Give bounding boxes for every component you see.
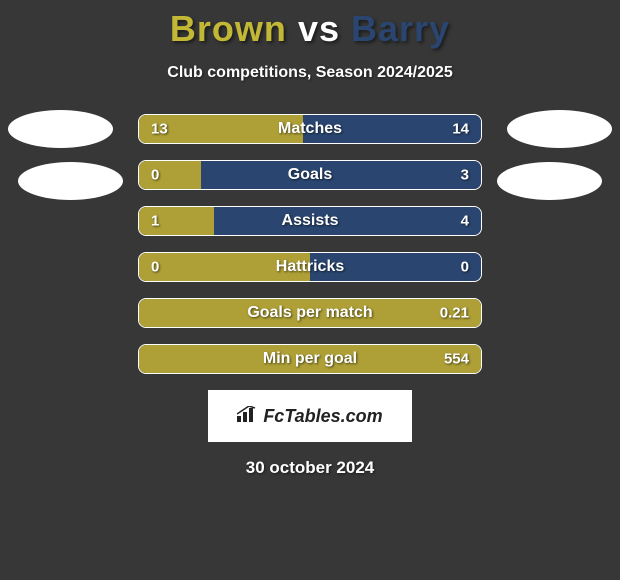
logo-text: FcTables.com (263, 406, 382, 427)
stat-label: Goals per match (247, 304, 372, 322)
stat-label: Goals (288, 166, 332, 184)
stat-value-right: 0 (461, 259, 469, 276)
stat-bar: Goals per match 0.21 (138, 298, 482, 328)
bar-fill-right (214, 207, 481, 235)
bar-fill-left (139, 161, 201, 189)
player-left-name: Brown (170, 8, 287, 49)
stat-bar: Matches 13 14 (138, 114, 482, 144)
comparison-title: Brown vs Barry (0, 0, 620, 50)
stat-value-left: 0 (151, 259, 159, 276)
stat-bar: Hattricks 0 0 (138, 252, 482, 282)
stat-bar: Assists 1 4 (138, 206, 482, 236)
player-right-name: Barry (351, 8, 450, 49)
stat-value-right: 554 (444, 351, 469, 368)
stat-bar: Min per goal 554 (138, 344, 482, 374)
stat-label: Assists (282, 212, 339, 230)
stats-container: Matches1314Goals03Assists14Hattricks00Go… (0, 114, 620, 374)
bars-list: Matches1314Goals03Assists14Hattricks00Go… (138, 114, 482, 374)
subtitle-text: Club competitions, Season 2024/2025 (0, 64, 620, 82)
team-badge-right-top (507, 110, 612, 148)
stat-value-left: 0 (151, 167, 159, 184)
chart-icon (237, 406, 257, 427)
stat-label: Matches (278, 120, 342, 138)
team-badge-right-bottom (497, 162, 602, 200)
vs-text: vs (298, 8, 340, 49)
stat-value-left: 13 (151, 121, 168, 138)
stat-value-right: 4 (461, 213, 469, 230)
date-label: 30 october 2024 (0, 458, 620, 478)
stat-value-right: 0.21 (440, 305, 469, 322)
bar-fill-right (201, 161, 481, 189)
stat-value-right: 14 (452, 121, 469, 138)
stat-value-left: 1 (151, 213, 159, 230)
team-badge-left-top (8, 110, 113, 148)
source-logo: FcTables.com (208, 390, 412, 442)
stat-value-right: 3 (461, 167, 469, 184)
team-badge-left-bottom (18, 162, 123, 200)
stat-label: Min per goal (263, 350, 357, 368)
stat-bar: Goals 0 3 (138, 160, 482, 190)
stat-label: Hattricks (276, 258, 344, 276)
